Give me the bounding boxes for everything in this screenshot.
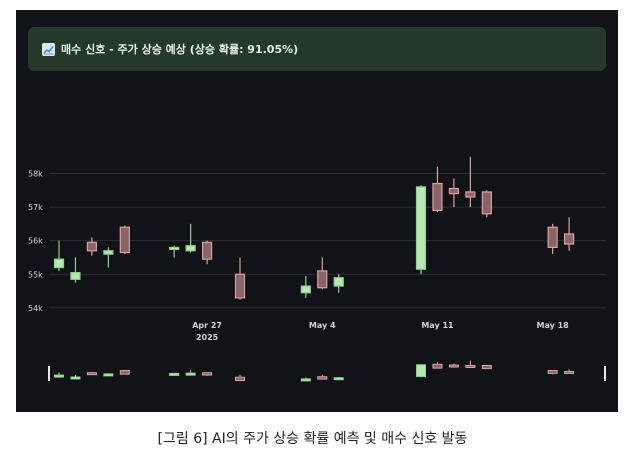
mini-candle-body <box>416 364 426 378</box>
y-tick-label: 58k <box>28 169 43 178</box>
candle-body <box>481 191 492 215</box>
mini-candle-body <box>169 372 180 376</box>
y-tick-label: 57k <box>28 203 43 212</box>
candle-body <box>169 246 180 251</box>
candle-body <box>300 285 311 294</box>
mini-candle-body <box>54 374 64 378</box>
candle-body <box>53 258 65 269</box>
mini-candle-body <box>547 370 558 374</box>
candle-body <box>563 233 575 245</box>
x-tick-label: May 18 <box>537 321 570 330</box>
mini-candle-body <box>70 376 81 380</box>
mini-candle-body <box>448 364 459 368</box>
candle-body <box>201 241 213 260</box>
candle-body <box>185 245 196 252</box>
mini-candle-body <box>235 376 245 382</box>
candle-body <box>119 226 130 254</box>
chart-increasing-icon <box>42 42 55 56</box>
y-tick-label: 55k <box>28 270 43 279</box>
buy-signal-alert: 매수 신호 - 주가 상승 예상 (상승 확률: 91.05%) <box>28 27 606 71</box>
x-tick-label: Apr 27 <box>192 321 222 330</box>
mini-candle-body <box>300 378 311 382</box>
mini-candle-body <box>564 370 575 374</box>
candle-body <box>333 277 344 287</box>
mini-candle-body <box>317 376 328 380</box>
candle-body <box>432 182 443 212</box>
x-tick-label: 2025 <box>196 333 219 342</box>
candle-body <box>103 250 114 255</box>
y-tick-label: 56k <box>28 237 43 246</box>
x-tick-label: May 4 <box>309 321 336 330</box>
mini-candle-body <box>481 365 492 370</box>
candle-body <box>234 273 246 299</box>
chart-panel <box>16 10 618 412</box>
y-tick-label: 54k <box>28 304 43 313</box>
x-tick-label: May 11 <box>421 321 454 330</box>
mini-candle-body <box>465 365 476 368</box>
candle-body <box>415 186 427 270</box>
mini-candle-body <box>333 377 344 381</box>
candle-body <box>547 226 558 249</box>
candle-body <box>86 241 98 252</box>
mini-candle-body <box>202 372 213 376</box>
candle-body <box>317 270 328 289</box>
mini-candle-body <box>103 373 114 377</box>
mini-candle-body <box>119 370 130 375</box>
alert-text: 매수 신호 - 주가 상승 예상 (상승 확률: 91.05%) <box>61 43 299 56</box>
candle-body <box>448 187 460 195</box>
figure-caption: [그림 6] AI의 주가 상승 확률 예측 및 매수 신호 발동 <box>157 431 468 447</box>
candlestick-chart: 54k 55k 56k 57k 58k Apr 27 2025 May 4 May 11 May … <box>28 156 606 382</box>
mini-candle-body <box>432 363 443 369</box>
candle-body <box>465 191 476 198</box>
candle-body <box>70 272 81 280</box>
mini-candle-body <box>185 372 196 376</box>
mini-candle-body <box>86 372 97 376</box>
